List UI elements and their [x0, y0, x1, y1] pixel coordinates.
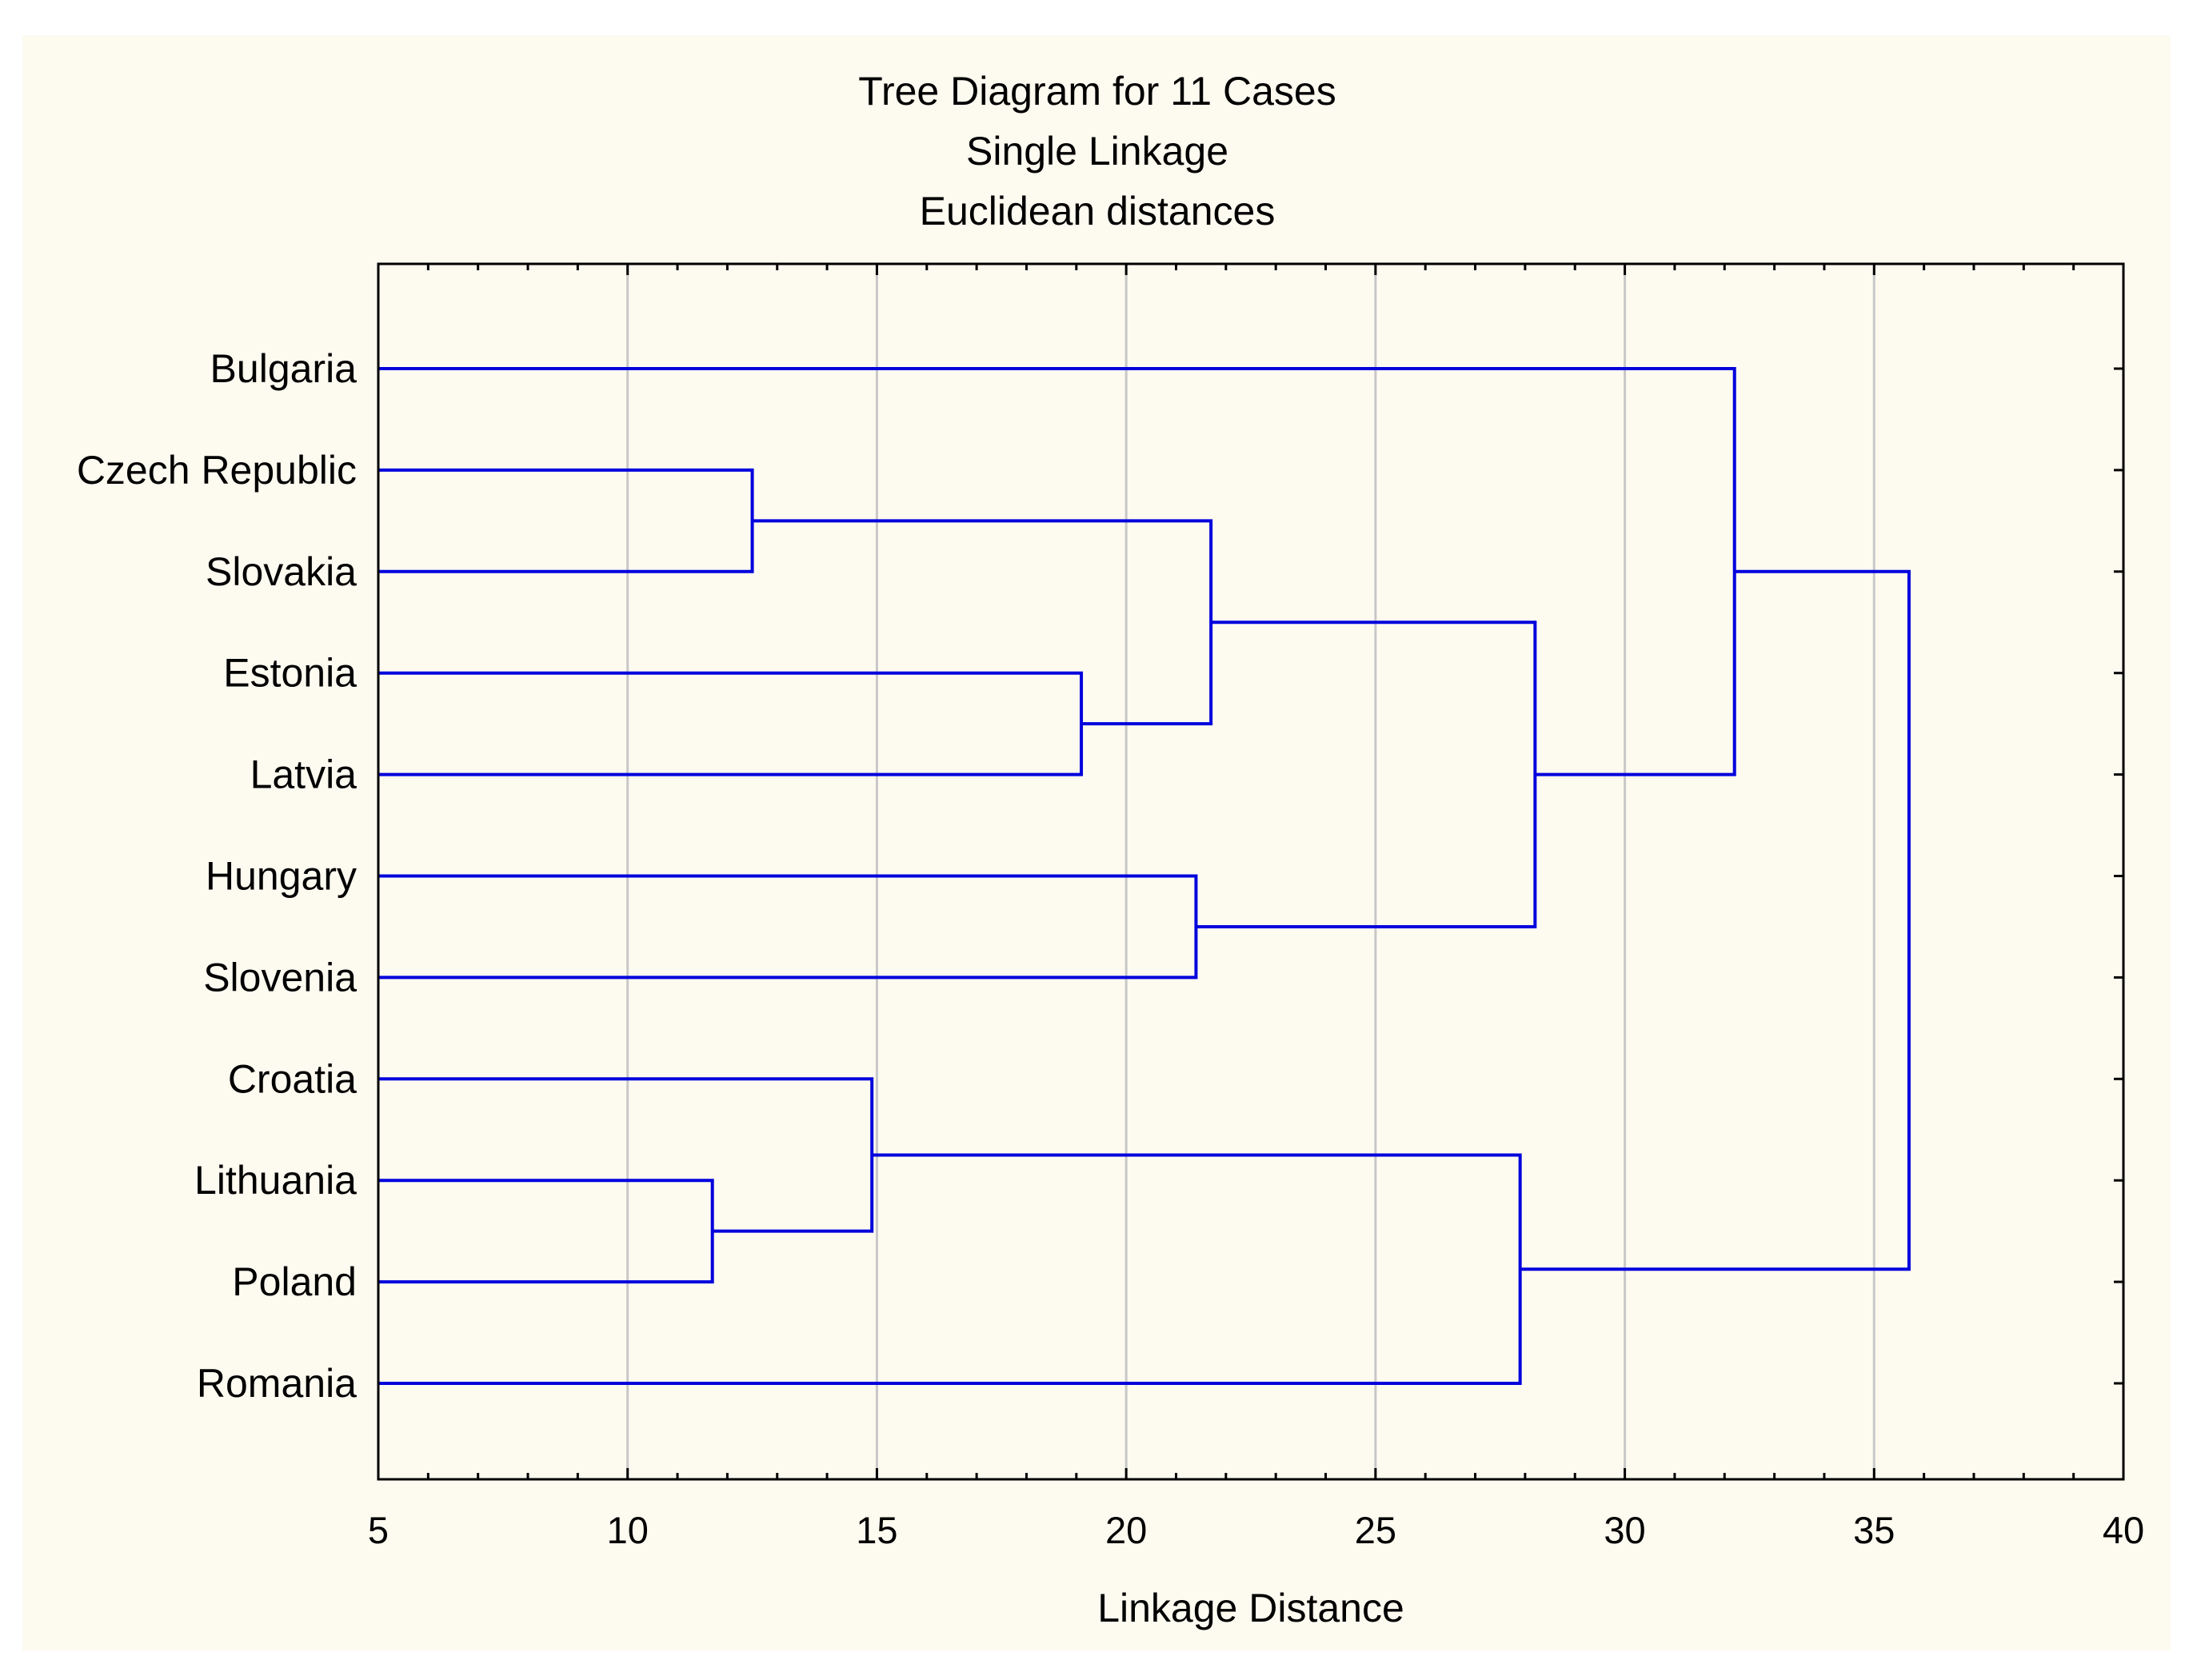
x-axis-label: Linkage Distance	[1097, 1586, 1404, 1630]
merge-link-6	[752, 519, 1213, 726]
merge-link-7	[378, 1153, 1522, 1385]
x-tick-label: 15	[856, 1509, 897, 1551]
plot-area-frame	[377, 262, 2125, 1481]
dendrogram-links	[378, 367, 1911, 1385]
leaf-label-poland: Poland	[232, 1259, 357, 1304]
merge-link-8	[1196, 621, 1537, 928]
x-tick-label: 5	[368, 1509, 389, 1551]
chart-panel	[22, 35, 2171, 1650]
merge-link-1	[378, 1179, 714, 1284]
x-tick-label: 25	[1355, 1509, 1396, 1551]
leaf-label-hungary: Hungary	[206, 854, 357, 899]
chart-subtitle-linkage: Single Linkage	[966, 129, 1228, 174]
leaf-label-estonia: Estonia	[223, 651, 357, 696]
leaf-label-croatia: Croatia	[228, 1056, 357, 1101]
x-tick-label: 20	[1105, 1509, 1147, 1551]
merge-link-5	[378, 874, 1198, 980]
chart-title: Tree Diagram for 11 Cases	[858, 69, 1336, 114]
leaf-label-latvia: Latvia	[250, 752, 358, 797]
x-tick-labels: 5 10 15 20 25 30 35 40	[368, 1509, 2144, 1551]
x-tick-label: 30	[1604, 1509, 1645, 1551]
merge-link-3	[378, 1077, 874, 1233]
merge-link-10	[1520, 569, 1911, 1271]
axis-ticks	[377, 264, 2125, 1479]
leaf-label-slovakia: Slovakia	[206, 549, 357, 594]
merge-link-2	[378, 468, 754, 573]
gridlines	[626, 264, 1875, 1479]
leaf-label-lithuania: Lithuania	[194, 1158, 357, 1203]
merge-link-4	[378, 671, 1084, 776]
x-tick-label: 40	[2103, 1509, 2144, 1551]
chart-subtitle-distance: Euclidean distances	[920, 189, 1276, 233]
leaf-label-bulgaria: Bulgaria	[210, 346, 358, 391]
x-tick-label: 35	[1853, 1509, 1895, 1551]
leaf-label-slovenia: Slovenia	[203, 955, 357, 1000]
leaf-labels: Bulgaria Czech Republic Slovakia Estonia Lat…	[77, 346, 357, 1406]
leaf-label-czech-republic: Czech Republic	[77, 448, 357, 493]
x-tick-label: 10	[607, 1509, 649, 1551]
leaf-label-romania: Romania	[197, 1361, 357, 1406]
